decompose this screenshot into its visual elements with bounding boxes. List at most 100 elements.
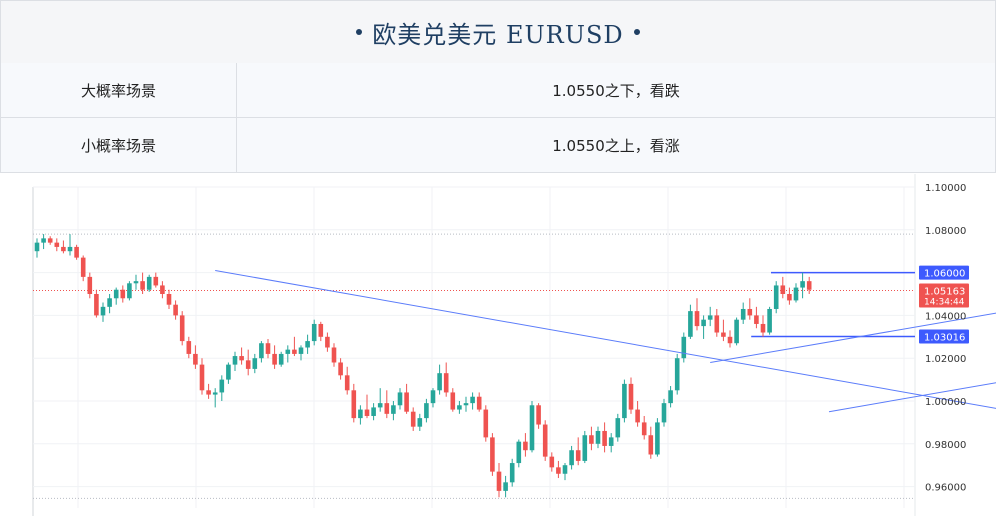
candle-body (100, 306, 106, 316)
candle-body (496, 471, 502, 491)
candle-body (34, 242, 40, 252)
y-tick-label: 1.10000 (925, 183, 966, 194)
candle-body (437, 373, 442, 391)
candle-body (688, 311, 693, 337)
candle-body (516, 441, 522, 464)
candle-body (133, 281, 139, 284)
candle-body (80, 257, 86, 277)
candlestick-chart-svg: 1.10000 1.08000 1.06000 1.04000 1.02000 1.000… (32, 174, 996, 516)
candle-body (94, 294, 99, 316)
candle-body (239, 356, 244, 361)
candle-body (523, 441, 528, 451)
candle-body (490, 437, 495, 472)
candle-body (305, 341, 310, 348)
candle-body (74, 246, 79, 258)
trendline (710, 312, 996, 363)
candle-body (146, 276, 152, 290)
candle-body (140, 281, 145, 290)
price-chart[interactable]: 1.10000 1.08000 1.06000 1.04000 1.02000 1.000… (0, 174, 996, 516)
candle-body (734, 319, 739, 344)
candle-body (661, 403, 667, 423)
candle-body (206, 390, 211, 395)
candle-body (298, 347, 304, 354)
candle-body (747, 308, 753, 316)
current-price-time: 14:34:44 (924, 298, 965, 308)
title-bullet-left (356, 29, 363, 35)
trendline-layer (215, 269, 996, 413)
candle-body (424, 403, 429, 419)
candle-body (562, 465, 568, 474)
candle-body (232, 356, 238, 365)
candle-body (450, 392, 456, 410)
scenario-label: 小概率场景 (1, 118, 237, 172)
candle-body (226, 364, 231, 380)
candle-body (635, 409, 640, 423)
candle-body (193, 353, 198, 365)
y-tick-label: 1.02000 (925, 354, 966, 365)
price-level-tag (919, 265, 969, 280)
candle-body (457, 405, 462, 410)
candle-body (397, 392, 403, 406)
candle-body (87, 276, 93, 294)
candle-body (384, 403, 390, 414)
candle-body (483, 409, 489, 438)
level-layer (33, 233, 915, 499)
candle-body (806, 281, 812, 290)
scenario-row-minor: 小概率场景 1.0550之上，看涨 (0, 118, 996, 173)
candle-body (311, 323, 317, 342)
candle-body (292, 349, 297, 354)
candle-body (727, 336, 733, 344)
candle-body (503, 482, 508, 491)
candle-body (589, 435, 594, 444)
candle-body (655, 422, 660, 455)
y-tick-label: 1.08000 (925, 226, 966, 237)
y-tick-label: 0.98000 (925, 440, 966, 451)
price-level-tag (919, 329, 969, 344)
candle-body (54, 242, 60, 247)
candle-body (760, 323, 766, 333)
scenario-row-major: 大概率场景 1.0550之下，看跌 (0, 63, 996, 118)
candle-body (542, 424, 548, 457)
scenario-label: 大概率场景 (1, 63, 237, 117)
candle-body (120, 289, 126, 299)
candle-body (740, 308, 746, 320)
candle-body (608, 437, 614, 446)
candle-body (41, 238, 46, 243)
candle-body (331, 347, 337, 363)
candle-body (358, 409, 363, 419)
candle-body (628, 383, 634, 410)
candle-body (199, 364, 205, 391)
candle-body (265, 343, 271, 354)
candle-body (219, 379, 225, 393)
price-level-tag-label: 1.03016 (924, 332, 965, 343)
candle-body (259, 343, 264, 359)
candle-body (694, 311, 700, 327)
candle-body (582, 435, 588, 461)
title-bar: 欧美兑美元 EURUSD (0, 0, 996, 64)
page-title: 欧美兑美元 EURUSD (372, 20, 624, 49)
candle-body (61, 246, 66, 252)
candle-body (622, 383, 627, 419)
candle-body (404, 392, 409, 412)
candle-body (166, 294, 172, 305)
candle-body (754, 315, 759, 324)
candle-body (113, 289, 119, 299)
trendline (215, 269, 996, 409)
candle-body (476, 396, 482, 410)
candle-body (536, 405, 541, 425)
candle-body (595, 430, 601, 444)
candle-body (252, 358, 258, 369)
candle-body (602, 430, 607, 446)
candle-body (67, 246, 73, 252)
candle-body (721, 332, 726, 337)
candle-body (787, 294, 792, 301)
candle-body (391, 405, 396, 414)
candle-body (153, 276, 159, 286)
candle-body (773, 285, 779, 309)
scenario-value: 1.0550之下，看跌 (552, 81, 680, 100)
candle-body (674, 358, 680, 391)
candle-body (800, 281, 805, 288)
candle-body (668, 390, 673, 404)
candle-body (529, 405, 535, 451)
candle-body (470, 396, 475, 404)
